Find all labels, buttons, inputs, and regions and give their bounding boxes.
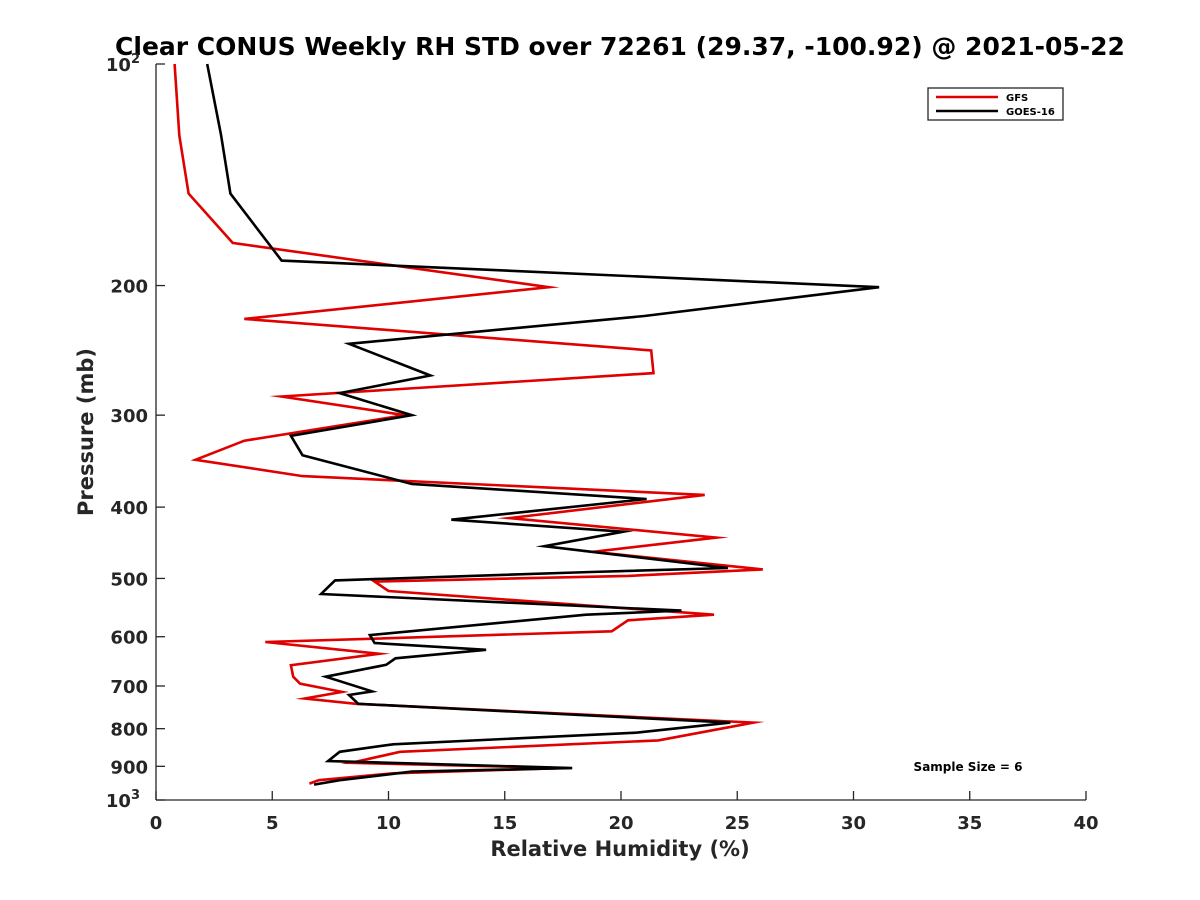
legend: GFS GOES-16	[927, 87, 1064, 121]
y-tick-label: 103	[106, 788, 140, 812]
x-tick-label: 40	[1073, 813, 1098, 834]
y-tick-label: 800	[110, 720, 148, 741]
x-tick-label: 0	[150, 813, 163, 834]
y-tick-label: 102	[106, 52, 140, 76]
y-tick-label: 600	[110, 628, 148, 649]
x-axis-label: Relative Humidity (%)	[490, 837, 749, 861]
legend-box	[927, 87, 1064, 121]
x-tick-label: 5	[266, 813, 279, 834]
plot-area: 0 5 10 15 20 25 30 35 40 102 200 300 400 500 600 700 800…	[106, 52, 1099, 834]
x-tick-label: 25	[725, 813, 750, 834]
x-tick-label: 15	[492, 813, 517, 834]
x-tick-label: 30	[841, 813, 866, 834]
y-tick-label: 400	[110, 498, 148, 519]
x-tick-label: 35	[957, 813, 982, 834]
legend-label-gfs: GFS	[1006, 93, 1028, 104]
y-axis-label: Pressure (mb)	[74, 348, 98, 516]
y-tick-label: 500	[110, 569, 148, 590]
y-tick-label: 300	[110, 406, 148, 427]
x-tick-label: 10	[376, 813, 401, 834]
legend-label-goes-16: GOES-16	[1006, 107, 1055, 118]
series-line-gfs	[173, 63, 765, 785]
sample-size-annotation: Sample Size = 6	[914, 760, 1023, 774]
series-line-goes-16	[205, 63, 880, 786]
y-tick-label: 900	[110, 757, 148, 778]
x-tick-label: 20	[608, 813, 633, 834]
y-tick-label: 200	[110, 277, 148, 298]
chart-title: Clear CONUS Weekly RH STD over 72261 (29…	[115, 32, 1125, 61]
y-tick-label: 700	[110, 677, 148, 698]
